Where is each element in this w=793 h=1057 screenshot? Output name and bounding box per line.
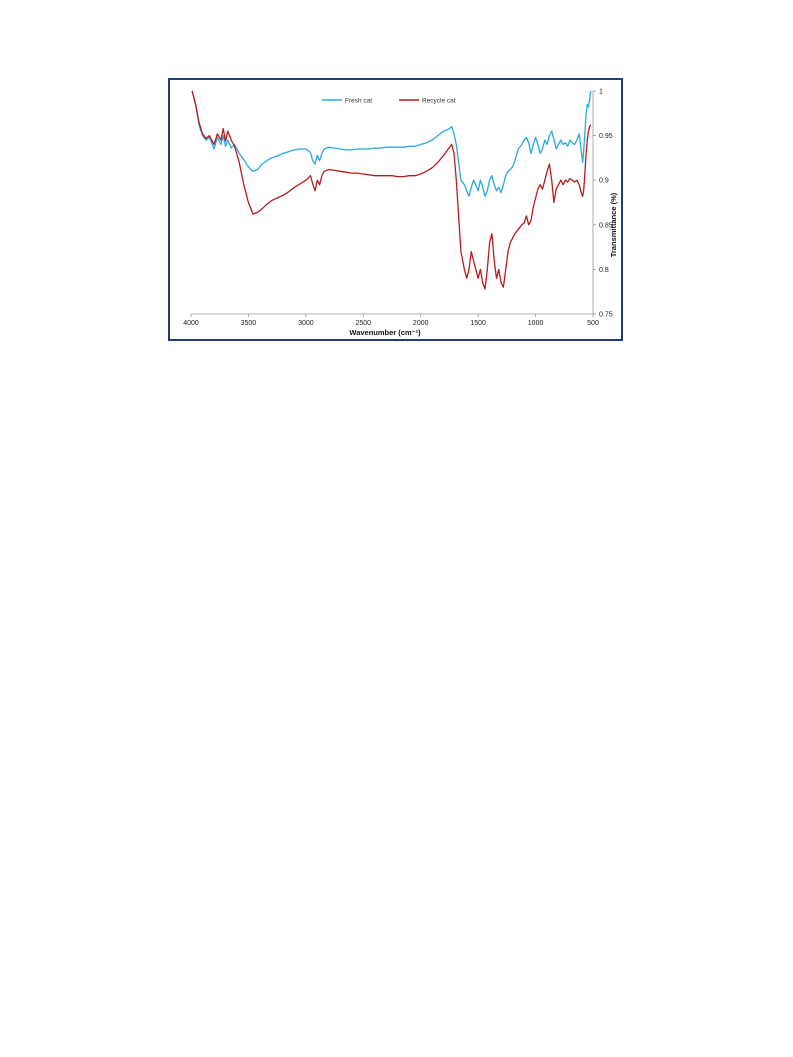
- legend-label-fresh-cat: Fresh cat: [345, 98, 372, 105]
- x-tick-label: 500: [587, 320, 599, 327]
- figure-frame: 4000 3500 3000 2500 2000 1500 1000 500 0.75 0.8 0.…: [168, 78, 623, 341]
- y-tick-label: 0.8: [599, 267, 609, 274]
- y-tick-label: 0.85: [599, 222, 613, 229]
- y-axis-title: Transmittance (%): [609, 192, 618, 257]
- x-tick-label: 2000: [413, 320, 429, 327]
- y-tick-label: 0.95: [599, 133, 613, 140]
- x-tick-label: 3500: [241, 320, 257, 327]
- x-tick-label: 3000: [298, 320, 314, 327]
- y-tick-label: 0.75: [599, 312, 613, 319]
- y-tick-label: 1: [599, 89, 603, 96]
- x-axis-title: Wavenumber (cm⁻¹): [349, 328, 421, 337]
- series-line-recycle-cat: [191, 90, 592, 290]
- x-tick-label: 1500: [470, 320, 486, 327]
- series-layer: [191, 90, 592, 290]
- x-tick-label: 1000: [528, 320, 544, 327]
- legend: Fresh cat Recycle cat: [322, 98, 456, 105]
- y-tick-label: 0.9: [599, 178, 609, 185]
- legend-label-recycle-cat: Recycle cat: [422, 98, 456, 105]
- series-line-fresh-cat: [191, 90, 592, 197]
- x-tick-label: 2500: [355, 320, 371, 327]
- x-tick-label: 4000: [183, 320, 199, 327]
